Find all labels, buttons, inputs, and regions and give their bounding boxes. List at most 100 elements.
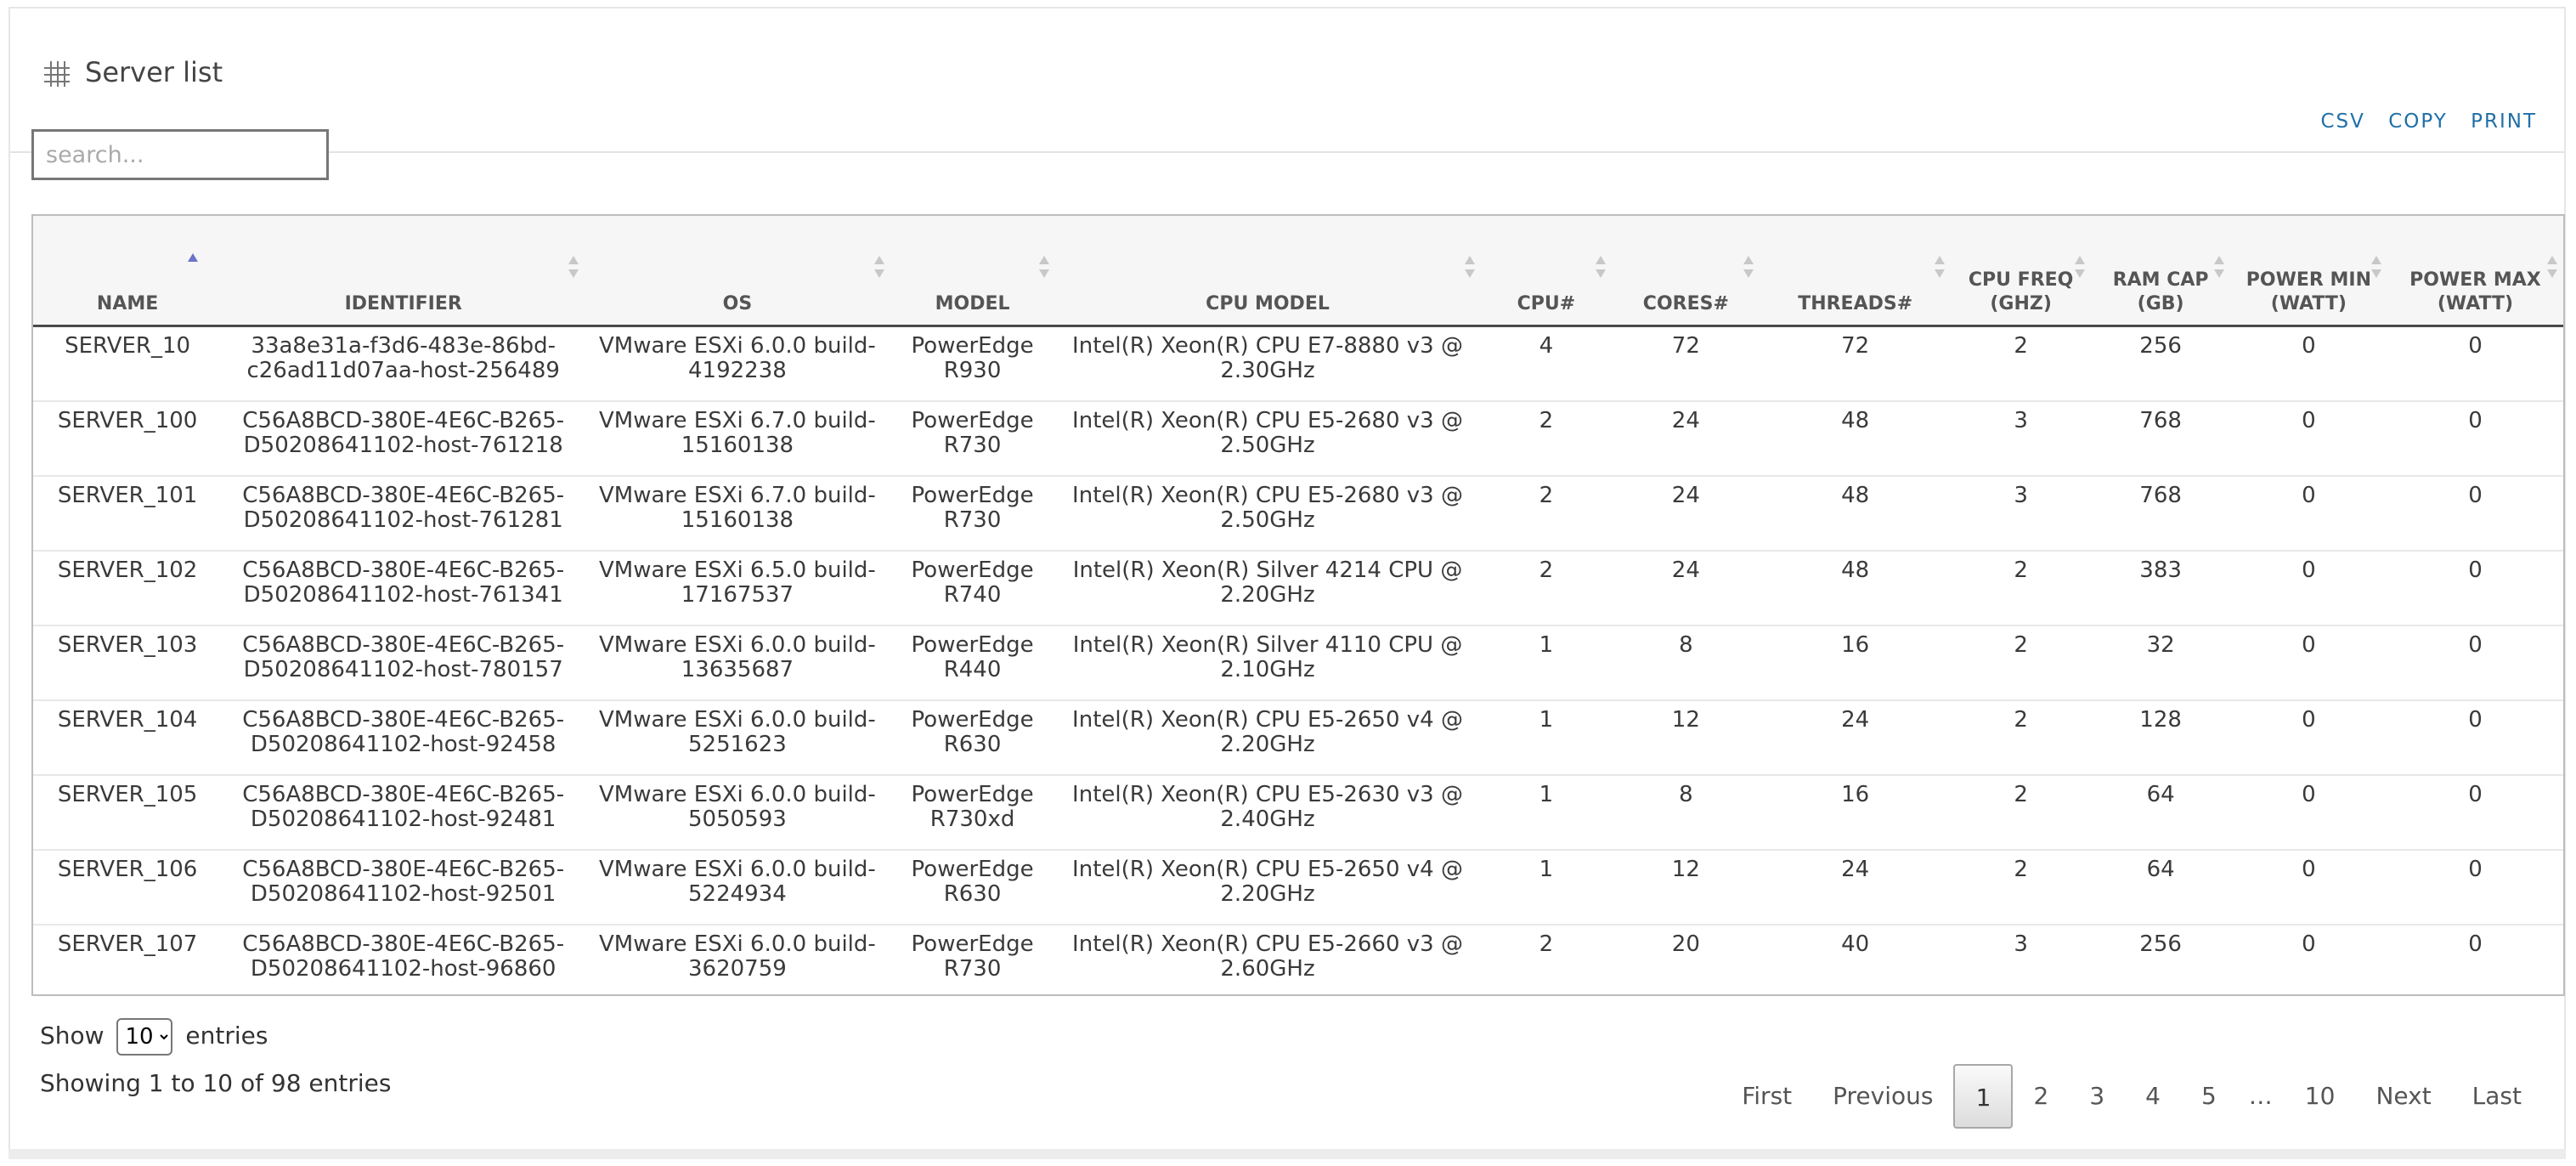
cell-cpu_freq: 2	[2014, 333, 2028, 359]
cell-name: SERVER_10	[65, 333, 191, 359]
cell-cpu: 2	[1480, 475, 1613, 551]
cell-pmin: 0	[2229, 550, 2387, 625]
sort-both-icon	[1743, 256, 1754, 278]
cell-name: SERVER_104	[33, 699, 223, 775]
cell-os: VMware ESXi 6.0.0 build-13635687	[585, 625, 890, 700]
cell-cores: 20	[1612, 924, 1760, 994]
next-page-button[interactable]: Next	[2375, 1082, 2432, 1110]
cell-threads: 48	[1760, 475, 1951, 551]
cell-pmax: 0	[2387, 625, 2563, 700]
cell-threads: 24	[1760, 699, 1951, 775]
grid-icon	[44, 61, 70, 87]
table-row[interactable]: SERVER_104 C56A8BCD-380E-4E6C-B265-D50208…	[33, 699, 2563, 775]
cell-name: SERVER_100	[33, 400, 223, 476]
cell-cpu_model: Intel(R) Xeon(R) Silver 4110 CPU @ 2.10G…	[1054, 625, 1481, 700]
cell-model: PowerEdge R930	[911, 333, 1034, 383]
print-button[interactable]: PRINT	[2471, 110, 2537, 133]
column-header-model[interactable]: MODEL	[890, 216, 1055, 327]
csv-button[interactable]: CSV	[2320, 110, 2365, 133]
server-table: NAME IDENTIFIER OS MODEL CPU MODEL CPU# CORES#…	[33, 216, 2563, 994]
cell-identifier: C56A8BCD-380E-4E6C-B265-D50208641102-hos…	[222, 849, 585, 925]
card-bottom-edge	[8, 1149, 2566, 1159]
column-header-identifier[interactable]: IDENTIFIER	[222, 216, 585, 327]
table-row[interactable]: SERVER_102 C56A8BCD-380E-4E6C-B265-D50208…	[33, 550, 2563, 625]
cell-cpu_model: Intel(R) Xeon(R) CPU E5-2660 v3 @ 2.60GH…	[1054, 924, 1481, 994]
column-header-name[interactable]: NAME	[33, 216, 223, 327]
cell-cores: 72	[1671, 333, 1700, 359]
sort-both-icon	[2547, 256, 2557, 278]
cell-pmax: 0	[2387, 550, 2563, 625]
cell-ram: 768	[2091, 400, 2230, 476]
column-header-label: CPU MODEL	[1206, 293, 1330, 314]
column-header-cpu_freq[interactable]: CPU FREQ (GHZ)	[1950, 216, 2092, 327]
cell-ram: 383	[2091, 550, 2230, 625]
column-header-threads[interactable]: THREADS#	[1760, 216, 1951, 327]
table-row[interactable]: SERVER_105 C56A8BCD-380E-4E6C-B265-D50208…	[33, 774, 2563, 850]
column-header-pmax[interactable]: POWER MAX (WATT)	[2387, 216, 2563, 327]
column-header-ram[interactable]: RAM CAP (GB)	[2091, 216, 2230, 327]
entries-label: entries	[185, 1022, 268, 1050]
cell-identifier: C56A8BCD-380E-4E6C-B265-D50208641102-hos…	[222, 699, 585, 775]
table-header-row: NAME IDENTIFIER OS MODEL CPU MODEL CPU# CORES#…	[33, 216, 2563, 327]
cell-cpu: 1	[1480, 774, 1613, 850]
cell-cores: 8	[1612, 625, 1760, 700]
cell-cores: 24	[1612, 400, 1760, 476]
cell-os: VMware ESXi 6.0.0 build-5224934	[585, 849, 890, 925]
table-row[interactable]: SERVER_10 33a8e31a-f3d6-483e-86bd-c26ad11…	[33, 326, 2563, 402]
sort-both-icon	[2213, 256, 2224, 278]
cell-cpu: 1	[1480, 849, 1613, 925]
page-2-button[interactable]: 2	[2033, 1082, 2049, 1110]
sort-both-icon	[873, 256, 884, 278]
column-header-os[interactable]: OS	[585, 216, 890, 327]
table-row[interactable]: SERVER_100 C56A8BCD-380E-4E6C-B265-D50208…	[33, 400, 2563, 476]
sort-both-icon	[1596, 256, 1607, 278]
table-row[interactable]: SERVER_101 C56A8BCD-380E-4E6C-B265-D50208…	[33, 475, 2563, 551]
cell-pmin: 0	[2302, 333, 2316, 359]
cell-name: SERVER_107	[33, 924, 223, 994]
cell-cpu_model: Intel(R) Xeon(R) CPU E5-2680 v3 @ 2.50GH…	[1054, 475, 1481, 551]
cell-threads: 16	[1760, 774, 1951, 850]
sort-both-icon	[1934, 256, 1945, 278]
column-header-cpu[interactable]: CPU#	[1480, 216, 1613, 327]
table-info: Showing 1 to 10 of 98 entries	[40, 1069, 392, 1097]
search-input[interactable]	[31, 129, 329, 180]
cell-cpu_freq: 2	[1950, 774, 2092, 850]
page-1-button[interactable]: 1	[1953, 1064, 2014, 1129]
cell-model: PowerEdge R730	[890, 400, 1055, 476]
table-row[interactable]: SERVER_107 C56A8BCD-380E-4E6C-B265-D50208…	[33, 924, 2563, 994]
column-header-cores[interactable]: CORES#	[1612, 216, 1760, 327]
cell-cpu_model: Intel(R) Xeon(R) CPU E5-2650 v4 @ 2.20GH…	[1054, 699, 1481, 775]
cell-threads: 48	[1760, 400, 1951, 476]
entries-select[interactable]: 10	[116, 1018, 173, 1056]
cell-cpu_freq: 2	[1950, 625, 2092, 700]
cell-identifier: C56A8BCD-380E-4E6C-B265-D50208641102-hos…	[222, 550, 585, 625]
cell-identifier: C56A8BCD-380E-4E6C-B265-D50208641102-hos…	[222, 475, 585, 551]
first-page-button[interactable]: First	[1742, 1082, 1793, 1110]
column-header-cpu_model[interactable]: CPU MODEL	[1054, 216, 1481, 327]
table-row[interactable]: SERVER_106 C56A8BCD-380E-4E6C-B265-D50208…	[33, 849, 2563, 925]
last-page-button[interactable]: Last	[2471, 1082, 2522, 1110]
table-row[interactable]: SERVER_103 C56A8BCD-380E-4E6C-B265-D50208…	[33, 625, 2563, 700]
column-header-label: NAME	[96, 293, 159, 314]
export-tools: CSV COPY PRINT	[2306, 110, 2538, 133]
card-header: Server list CSV COPY PRINT	[10, 8, 2564, 153]
copy-button[interactable]: COPY	[2388, 110, 2448, 133]
pagination-ellipsis: …	[2248, 1082, 2273, 1110]
cell-threads: 24	[1760, 849, 1951, 925]
cell-name: SERVER_106	[33, 849, 223, 925]
page-3-button[interactable]: 3	[2089, 1082, 2105, 1110]
page-5-button[interactable]: 5	[2200, 1082, 2217, 1110]
cell-cores: 12	[1612, 699, 1760, 775]
column-header-pmin[interactable]: POWER MIN (WATT)	[2229, 216, 2387, 327]
page-10-button[interactable]: 10	[2304, 1082, 2336, 1110]
previous-page-button[interactable]: Previous	[1833, 1082, 1934, 1110]
cell-pmax: 0	[2387, 699, 2563, 775]
cell-os: VMware ESXi 6.0.0 build-3620759	[585, 924, 890, 994]
sort-ascending-icon	[188, 253, 199, 262]
column-header-label: CPU FREQ (GHZ)	[1968, 269, 2074, 314]
cell-pmin: 0	[2229, 699, 2387, 775]
column-header-label: MODEL	[935, 293, 1010, 314]
sort-both-icon	[2075, 256, 2086, 278]
page-4-button[interactable]: 4	[2145, 1082, 2161, 1110]
cell-ram: 128	[2091, 699, 2230, 775]
